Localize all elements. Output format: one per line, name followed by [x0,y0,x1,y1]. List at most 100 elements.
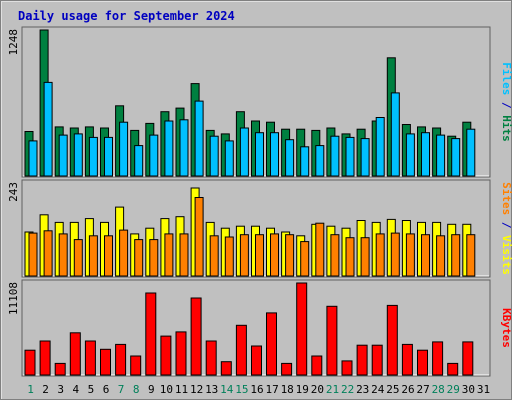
bar-files-day-16 [255,132,264,177]
bar-files-day-15 [239,127,249,177]
bar-kbytes-day-18 [281,362,293,376]
bar-kbytes-day-15 [235,324,247,376]
bar-files-day-2 [43,81,53,177]
legend-sites: Sites [500,182,512,215]
legend-kbytes: KBytes [500,308,512,348]
bar-sites-day-12 [194,197,204,277]
bar-files-day-11 [179,119,189,177]
y-max-label: 243 [7,182,20,202]
bar-sites-day-4 [73,239,83,277]
bar-files-day-18 [285,139,295,177]
bar-files-day-30 [466,128,476,177]
bar-sites-day-25 [390,232,400,277]
bar-kbytes-day-7 [115,343,127,376]
day-label-9: 9 [148,383,155,396]
bar-kbytes-day-10 [160,335,172,376]
bar-kbytes-day-24 [371,344,383,376]
day-label-2: 2 [42,383,49,396]
bar-files-day-8 [134,145,144,177]
day-label-23: 23 [356,383,369,396]
bar-kbytes-day-21 [326,305,338,376]
bar-kbytes-day-1 [24,349,36,376]
bar-sites-day-17 [270,233,279,277]
series-legend: Files / Hits [500,62,512,142]
day-label-6: 6 [103,383,110,396]
bar-kbytes-day-19 [296,282,308,376]
bar-sites-day-15 [239,234,249,277]
bar-sites-day-13 [209,235,219,277]
bar-sites-day-28 [436,235,446,277]
bar-kbytes-day-22 [341,360,353,376]
day-label-29: 29 [447,383,460,396]
bar-files-day-20 [315,145,325,177]
bar-files-day-24 [375,117,385,177]
bar-sites-day-19 [300,241,310,277]
bar-kbytes-day-12 [190,297,202,376]
bar-kbytes-day-29 [447,362,459,376]
day-label-22: 22 [341,383,354,396]
bar-kbytes-day-17 [266,312,277,376]
bar-sites-day-11 [179,233,189,277]
bar-files-day-3 [58,134,68,177]
panel-hits-files: 1248 Files / Hits [7,26,512,178]
bar-kbytes-day-23 [356,344,368,376]
bar-sites-day-20 [315,222,325,277]
bar-kbytes-day-25 [386,304,398,376]
bar-kbytes-day-8 [130,355,142,376]
day-label-17: 17 [265,383,278,396]
day-label-26: 26 [401,383,414,396]
day-label-19: 19 [296,383,309,396]
bar-files-day-14 [224,140,234,177]
series-legend: Sites / Visits [500,182,512,275]
bar-sites-day-8 [134,239,144,277]
series-files [28,81,476,177]
bar-sites-day-6 [104,235,113,277]
bar-sites-day-1 [28,232,38,277]
bar-files-day-28 [436,134,446,177]
day-label-25: 25 [386,383,399,396]
panel-kbytes: 11108 KBytes [7,279,512,377]
bar-files-day-5 [88,136,98,177]
legend-separator: / [500,95,512,115]
bar-kbytes-day-3 [54,362,66,376]
legend-files: Files [500,62,512,95]
bar-kbytes-day-13 [205,340,217,376]
day-label-8: 8 [133,383,140,396]
day-label-3: 3 [57,383,64,396]
day-label-27: 27 [416,383,429,396]
bar-sites-day-23 [360,237,370,277]
bar-sites-day-7 [119,229,129,277]
bar-files-day-1 [28,140,38,177]
day-label-30: 30 [462,383,475,396]
day-label-15: 15 [235,383,248,396]
day-label-13: 13 [205,383,218,396]
bar-files-day-22 [345,136,355,177]
day-label-7: 7 [118,383,125,396]
day-label-18: 18 [281,383,294,396]
y-max-label: 11108 [7,282,20,315]
bar-kbytes-day-20 [311,355,323,376]
series-legend: KBytes [500,308,512,348]
y-max-label: 1248 [7,29,20,56]
day-label-31: 31 [477,383,490,396]
bar-files-day-27 [421,132,430,177]
day-label-14: 14 [220,383,234,396]
bar-files-day-12 [194,100,204,177]
bar-kbytes-day-14 [220,361,232,376]
bar-files-day-25 [390,92,400,177]
day-label-5: 5 [88,383,95,396]
bar-kbytes-day-30 [462,341,474,376]
bar-files-day-23 [360,138,370,177]
bar-kbytes-day-28 [432,341,444,376]
bar-sites-day-24 [375,233,385,277]
bar-kbytes-day-2 [39,340,51,376]
bar-sites-day-14 [224,236,234,277]
bar-files-day-17 [270,132,279,177]
legend-visits: Visits [500,235,512,275]
bar-files-day-9 [149,134,159,177]
bar-kbytes-day-11 [175,331,187,376]
panel-visits-sites: 243 Sites / Visits [7,179,512,278]
bar-files-day-19 [300,146,310,177]
day-label-28: 28 [432,383,445,396]
